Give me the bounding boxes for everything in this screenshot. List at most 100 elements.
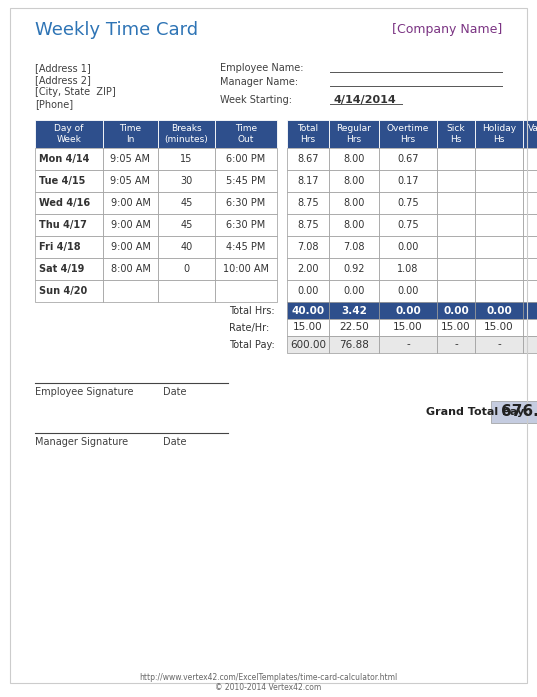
Text: 40: 40: [180, 242, 193, 252]
Text: 0.75: 0.75: [397, 198, 419, 208]
Bar: [523, 148, 537, 170]
Bar: [523, 319, 537, 336]
Text: Total Pay:: Total Pay:: [229, 339, 275, 349]
Text: 0.75: 0.75: [397, 220, 419, 230]
Bar: [103, 170, 158, 192]
Text: 10:00 AM: 10:00 AM: [223, 264, 269, 274]
Bar: [437, 192, 475, 214]
Bar: [475, 214, 523, 236]
Bar: [35, 258, 103, 280]
Text: 5:45 PM: 5:45 PM: [226, 176, 266, 186]
Bar: [475, 236, 523, 258]
Text: Employee Signature: Employee Signature: [35, 387, 134, 397]
Bar: [329, 214, 379, 236]
Text: 8.00: 8.00: [343, 220, 365, 230]
Text: 2.00: 2.00: [297, 264, 319, 274]
Text: 8:00 AM: 8:00 AM: [111, 264, 150, 274]
Bar: [379, 336, 437, 353]
Text: Overtime
Hrs: Overtime Hrs: [387, 124, 429, 144]
Text: Mon 4/14: Mon 4/14: [39, 154, 89, 164]
Bar: [329, 120, 379, 148]
Text: Total
Hrs: Total Hrs: [297, 124, 318, 144]
Bar: [329, 302, 379, 319]
Text: Sick
Hs: Sick Hs: [447, 124, 466, 144]
Bar: [103, 148, 158, 170]
Bar: [158, 170, 215, 192]
Text: 0.00: 0.00: [397, 286, 419, 296]
Bar: [437, 148, 475, 170]
Bar: [287, 236, 329, 258]
Text: 22.50: 22.50: [339, 323, 369, 332]
Bar: [475, 192, 523, 214]
Bar: [475, 336, 523, 353]
Text: 15: 15: [180, 154, 193, 164]
Text: 8.75: 8.75: [297, 220, 319, 230]
Text: 30: 30: [180, 176, 193, 186]
Bar: [329, 336, 379, 353]
Text: [Address 2]: [Address 2]: [35, 75, 91, 85]
Text: 6:00 PM: 6:00 PM: [227, 154, 266, 164]
Bar: [329, 192, 379, 214]
Text: 0.00: 0.00: [395, 305, 421, 316]
Bar: [437, 319, 475, 336]
Bar: [158, 214, 215, 236]
Text: 676.88: 676.88: [502, 404, 537, 420]
Bar: [475, 302, 523, 319]
Bar: [523, 302, 537, 319]
Bar: [215, 148, 277, 170]
Bar: [475, 120, 523, 148]
Bar: [35, 170, 103, 192]
Bar: [475, 280, 523, 302]
Bar: [437, 336, 475, 353]
Bar: [215, 236, 277, 258]
Text: 0.00: 0.00: [343, 286, 365, 296]
Text: 4/14/2014: 4/14/2014: [333, 95, 396, 105]
Text: [Company Name]: [Company Name]: [392, 24, 502, 36]
Bar: [215, 170, 277, 192]
Bar: [329, 280, 379, 302]
Text: 45: 45: [180, 220, 193, 230]
Text: Holiday
Hs: Holiday Hs: [482, 124, 516, 144]
Text: 0.00: 0.00: [443, 305, 469, 316]
Bar: [523, 336, 537, 353]
Bar: [379, 120, 437, 148]
Bar: [158, 120, 215, 148]
Text: Fri 4/18: Fri 4/18: [39, 242, 81, 252]
Bar: [215, 214, 277, 236]
Text: Manager Name:: Manager Name:: [220, 77, 298, 87]
Text: Week Starting:: Week Starting:: [220, 95, 292, 105]
Text: 76.88: 76.88: [339, 339, 369, 349]
Text: [Phone]: [Phone]: [35, 99, 73, 109]
Text: 15.00: 15.00: [484, 323, 514, 332]
Bar: [287, 120, 329, 148]
Bar: [215, 258, 277, 280]
Bar: [437, 280, 475, 302]
Text: Sat 4/19: Sat 4/19: [39, 264, 84, 274]
Text: [City, State  ZIP]: [City, State ZIP]: [35, 87, 116, 97]
Text: 15.00: 15.00: [393, 323, 423, 332]
Bar: [379, 236, 437, 258]
Bar: [35, 236, 103, 258]
Text: 0.67: 0.67: [397, 154, 419, 164]
Text: 40.00: 40.00: [292, 305, 324, 316]
Text: 8.00: 8.00: [343, 198, 365, 208]
Text: Time
In: Time In: [119, 124, 142, 144]
Text: 600.00: 600.00: [290, 339, 326, 349]
Bar: [158, 280, 215, 302]
Bar: [329, 148, 379, 170]
Bar: [523, 192, 537, 214]
Bar: [287, 302, 329, 319]
Text: Rate/Hr:: Rate/Hr:: [229, 323, 269, 332]
Text: 0.00: 0.00: [397, 242, 419, 252]
Bar: [287, 319, 329, 336]
Text: Breaks
(minutes): Breaks (minutes): [165, 124, 208, 144]
Bar: [35, 148, 103, 170]
Text: [Address 1]: [Address 1]: [35, 63, 91, 73]
Text: 15.00: 15.00: [441, 323, 471, 332]
Text: Weekly Time Card: Weekly Time Card: [35, 21, 198, 39]
Text: 8.00: 8.00: [343, 154, 365, 164]
Text: Employee Name:: Employee Name:: [220, 63, 303, 73]
Bar: [379, 319, 437, 336]
Bar: [523, 214, 537, 236]
Bar: [437, 258, 475, 280]
